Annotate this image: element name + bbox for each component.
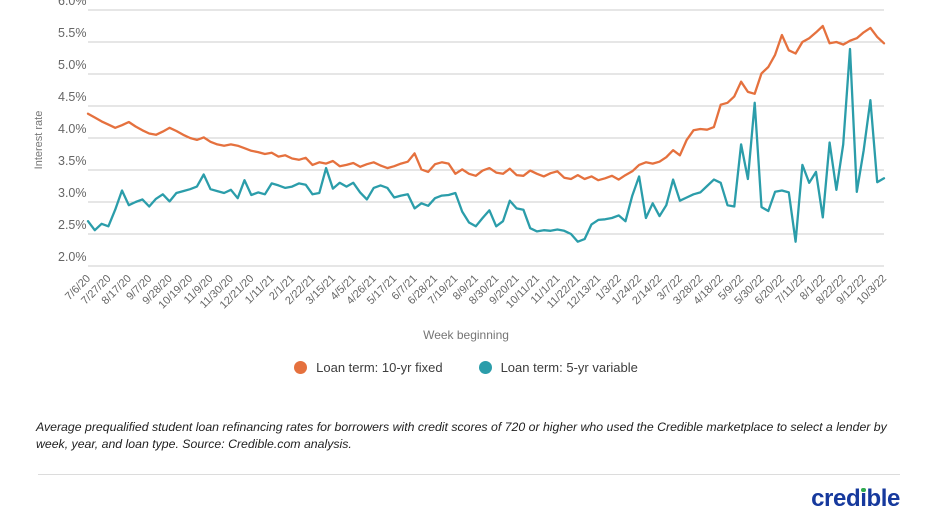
legend-item: Loan term: 5-yr variable [478,360,638,375]
legend-dot [478,361,492,374]
y-tick-label: 4.5% [58,90,87,104]
credible-logo: credıble [811,485,900,512]
legend: Loan term: 10-yr fixed Loan term: 5-yr va… [0,360,932,375]
y-tick-label: 4.0% [58,122,87,136]
rates-chart: Interest rate Week beginning 6.0% 5.5% 5.0… [33,0,889,342]
series-line-5yr-variable [86,47,886,243]
y-tick-label: 6.0% [58,0,87,8]
y-tick-label: 5.5% [58,26,87,40]
y-axis-title: Interest rate [33,111,45,170]
chart-area: Interest rate Week beginning 6.0% 5.5% 5.0… [33,0,889,342]
y-tick-label: 2.0% [58,250,87,264]
y-tick-label: 3.0% [58,186,87,200]
legend-label: Loan term: 10-yr fixed [316,360,443,375]
caption: Average prequalified student loan refina… [36,420,887,451]
y-tick-label: 5.0% [58,58,87,72]
y-tick-label: 2.5% [58,218,87,232]
legend-dot [294,361,308,374]
x-axis-title: Week beginning [423,328,509,342]
legend-item: Loan term: 10-yr fixed [294,360,443,375]
legend-label: Loan term: 5-yr variable [500,360,638,375]
logo-i-green-dot: ı [860,485,867,512]
y-tick-label: 3.5% [58,154,87,168]
series-line-10yr-fixed [86,24,886,182]
divider [38,474,900,475]
